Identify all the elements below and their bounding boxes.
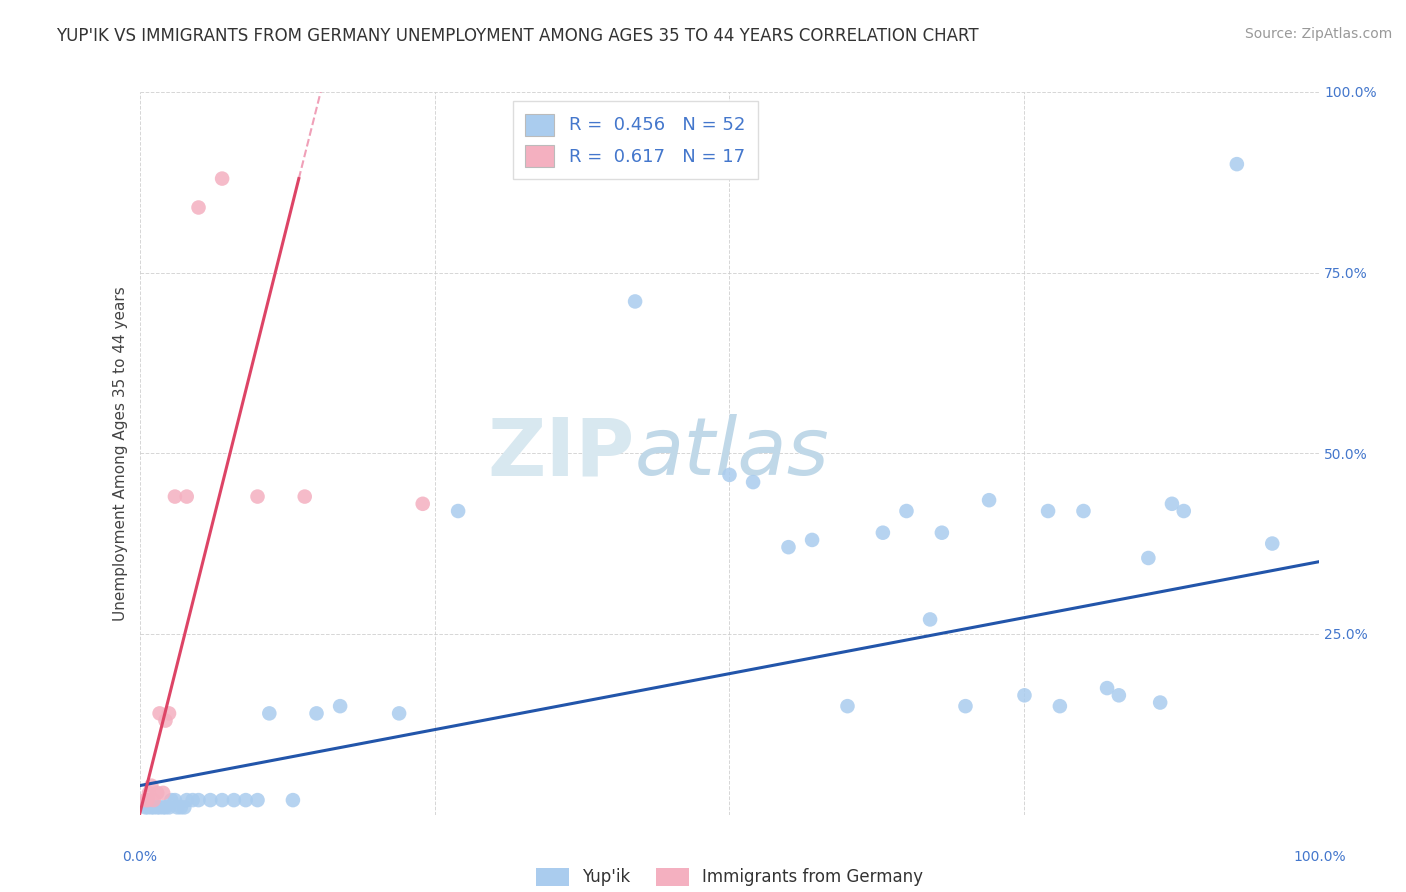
Point xyxy=(872,525,894,540)
Point xyxy=(1137,551,1160,566)
Point xyxy=(187,201,209,215)
Point xyxy=(742,475,765,489)
Point xyxy=(778,540,800,554)
Point xyxy=(157,800,180,814)
Point xyxy=(388,706,411,721)
Point xyxy=(136,793,159,807)
Point xyxy=(152,800,174,814)
Point xyxy=(1149,696,1171,710)
Point xyxy=(801,533,824,547)
Point xyxy=(163,490,186,504)
Point xyxy=(141,779,163,793)
Point xyxy=(152,786,174,800)
Point xyxy=(1261,536,1284,550)
Point xyxy=(138,786,160,800)
Point xyxy=(142,793,165,807)
Point xyxy=(1173,504,1195,518)
Point xyxy=(211,171,233,186)
Point xyxy=(281,793,304,807)
Point xyxy=(1073,504,1095,518)
Point xyxy=(163,793,186,807)
Text: atlas: atlas xyxy=(636,414,830,492)
Text: ZIP: ZIP xyxy=(488,414,636,492)
Point xyxy=(920,612,942,626)
Text: 0.0%: 0.0% xyxy=(122,850,157,864)
Y-axis label: Unemployment Among Ages 35 to 44 years: Unemployment Among Ages 35 to 44 years xyxy=(114,285,128,621)
Point xyxy=(235,793,257,807)
Point xyxy=(211,793,233,807)
Text: Source: ZipAtlas.com: Source: ZipAtlas.com xyxy=(1244,27,1392,41)
Point xyxy=(1161,497,1184,511)
Point xyxy=(134,800,156,814)
Point xyxy=(977,493,1000,508)
Point xyxy=(329,699,352,714)
Point xyxy=(896,504,918,518)
Point xyxy=(155,800,177,814)
Point xyxy=(931,525,953,540)
Point xyxy=(200,793,222,807)
Point xyxy=(1036,504,1059,518)
Point xyxy=(718,467,741,482)
Point xyxy=(157,706,180,721)
Text: YUP'IK VS IMMIGRANTS FROM GERMANY UNEMPLOYMENT AMONG AGES 35 TO 44 YEARS CORRELA: YUP'IK VS IMMIGRANTS FROM GERMANY UNEMPL… xyxy=(56,27,979,45)
Point xyxy=(166,800,188,814)
Point xyxy=(187,793,209,807)
Point xyxy=(246,490,269,504)
Point xyxy=(447,504,470,518)
Point xyxy=(146,800,169,814)
Point xyxy=(149,800,172,814)
Point xyxy=(955,699,977,714)
Point xyxy=(176,793,198,807)
Point xyxy=(173,800,195,814)
Point xyxy=(1014,689,1036,703)
Point xyxy=(1108,689,1130,703)
Point xyxy=(294,490,316,504)
Point xyxy=(1095,681,1118,695)
Point xyxy=(305,706,328,721)
Text: 100.0%: 100.0% xyxy=(1294,850,1346,864)
Point xyxy=(1049,699,1071,714)
Point xyxy=(155,714,177,728)
Point xyxy=(181,793,204,807)
Point xyxy=(170,800,193,814)
Point xyxy=(146,786,169,800)
Point xyxy=(837,699,859,714)
Point xyxy=(149,706,172,721)
Point xyxy=(134,793,156,807)
Point xyxy=(222,793,245,807)
Point xyxy=(1226,157,1249,171)
Legend: Yup'ik, Immigrants from Germany: Yup'ik, Immigrants from Germany xyxy=(529,861,929,892)
Point xyxy=(136,800,159,814)
Point xyxy=(160,793,183,807)
Point xyxy=(624,294,647,309)
Point xyxy=(412,497,434,511)
Point xyxy=(246,793,269,807)
Point xyxy=(176,490,198,504)
Point xyxy=(141,800,163,814)
Point xyxy=(259,706,281,721)
Point xyxy=(142,800,165,814)
